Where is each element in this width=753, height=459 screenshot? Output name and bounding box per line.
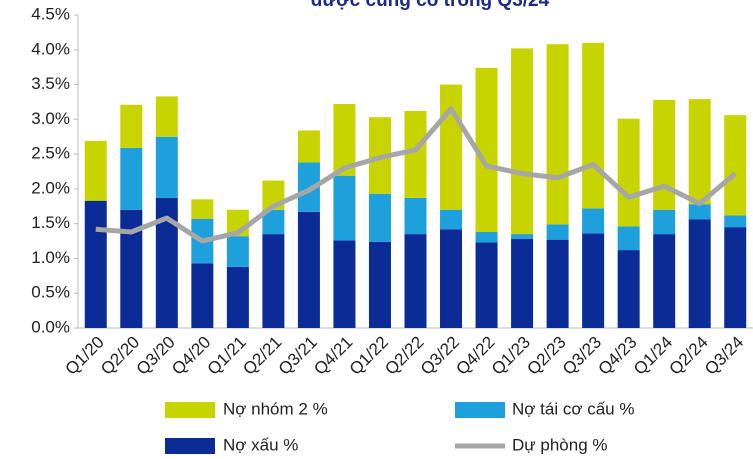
x-tick-label: Q3/24 (701, 333, 747, 379)
bar-segment (226, 266, 249, 328)
bar-segment (404, 197, 427, 235)
bar-segment (475, 232, 498, 243)
bar-segment (653, 209, 676, 235)
bar-segment (155, 136, 178, 198)
bar-segment (440, 229, 463, 328)
y-tick-label: 4.0% (31, 39, 70, 58)
bar-segment (226, 236, 249, 267)
y-tick-label: 0.5% (31, 283, 70, 302)
bar-segment (475, 242, 498, 328)
y-tick-label: 1.5% (31, 213, 70, 232)
bar-segment (440, 209, 463, 230)
x-tick-label: Q4/23 (594, 333, 640, 379)
legend-label: Dự phòng % (512, 435, 608, 454)
bar-segment (653, 99, 676, 210)
y-tick-label: 3.0% (31, 109, 70, 128)
bar-segment (582, 42, 605, 209)
y-tick-label: 4.5% (31, 4, 70, 23)
x-tick-label: Q3/23 (559, 333, 605, 379)
y-tick-label: 3.5% (31, 74, 70, 93)
bar-segment (404, 234, 427, 328)
bar-segment (155, 96, 178, 137)
bar-segment (84, 140, 107, 201)
bar-segment (546, 239, 569, 328)
bar-segment (617, 250, 640, 328)
bar-segment (688, 99, 711, 205)
bar-segment (333, 240, 356, 328)
bar-segment (368, 193, 391, 242)
bar-segment (688, 219, 711, 328)
bar-segment (262, 234, 285, 328)
y-tick-label: 0.0% (31, 317, 70, 336)
bar-segment (333, 175, 356, 241)
bar-segment (511, 238, 534, 328)
bar-segment (582, 208, 605, 234)
x-tick-label: Q2/22 (381, 333, 427, 379)
x-tick-label: Q2/23 (523, 333, 569, 379)
x-tick-label: Q1/23 (488, 333, 534, 379)
y-tick-label: 2.5% (31, 144, 70, 163)
bar-segment (688, 204, 711, 220)
bar-segment (617, 226, 640, 251)
bar-segment (511, 234, 534, 239)
x-tick-label: Q1/20 (62, 333, 108, 379)
bar-segment (297, 130, 320, 163)
bar-segment (582, 233, 605, 328)
bar-segment (368, 241, 391, 328)
legend-swatch (455, 402, 505, 418)
x-tick-label: Q2/20 (97, 333, 143, 379)
y-tick-label: 1.0% (31, 248, 70, 267)
y-tick-label: 2.0% (31, 178, 70, 197)
chart-title: được củng cố trong Q3/24 (311, 0, 550, 11)
x-tick-label: Q3/20 (133, 333, 179, 379)
x-tick-label: Q4/22 (452, 333, 498, 379)
x-tick-label: Q2/24 (666, 333, 712, 379)
bar-segment (262, 209, 285, 235)
line-series (95, 106, 737, 244)
legend-label: Nợ nhóm 2 % (223, 399, 328, 418)
x-tick-label: Q4/20 (168, 333, 214, 379)
legend-label: Nợ xấu % (223, 435, 298, 454)
bar-segment (404, 110, 427, 198)
bar-segment (297, 211, 320, 328)
bar-segment (333, 104, 356, 176)
x-tick-label: Q4/21 (310, 333, 356, 379)
bar-segment (155, 197, 178, 328)
bar-segment (120, 209, 143, 328)
bar-segment (724, 215, 747, 228)
legend-swatch (165, 438, 215, 454)
bar-segment (511, 48, 534, 235)
bar-segment (724, 115, 747, 216)
bar-segment (297, 162, 320, 212)
bar-segment (653, 234, 676, 328)
x-tick-label: Q1/22 (346, 333, 392, 379)
x-tick-label: Q3/21 (275, 333, 321, 379)
bar-segment (120, 104, 143, 148)
bar-segment (120, 147, 143, 210)
bar-segment (546, 224, 569, 240)
bar-segment (191, 263, 214, 328)
x-tick-label: Q3/22 (417, 333, 463, 379)
bar-segment (475, 67, 498, 233)
bar-segment (440, 84, 463, 210)
x-tick-label: Q1/24 (630, 333, 676, 379)
bar-segment (84, 200, 107, 328)
bar-segment (191, 199, 214, 219)
legend-swatch (165, 402, 215, 418)
bar-segment (546, 44, 569, 225)
x-tick-label: Q1/21 (204, 333, 250, 379)
bar-segment (617, 118, 640, 227)
bar-segment (724, 227, 747, 328)
x-tick-label: Q2/21 (239, 333, 285, 379)
legend-label: Nợ tái cơ cấu % (512, 399, 634, 418)
